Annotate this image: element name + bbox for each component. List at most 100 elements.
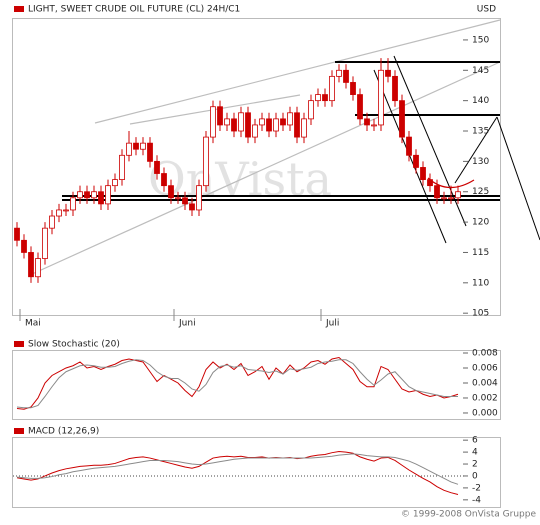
x-tick-label: Juni	[178, 319, 196, 329]
candle-body	[406, 136, 412, 156]
candle-body	[70, 197, 76, 211]
y-tick-label: 135	[472, 127, 489, 137]
x-tick-label: Mai	[25, 319, 41, 329]
candle-body	[28, 252, 34, 278]
chart-title: LIGHT, SWEET CRUDE OIL FUTURE (CL) 24H/C…	[28, 5, 240, 15]
y-tick-label: 115	[472, 248, 489, 258]
candle-body	[154, 160, 160, 174]
indicator-line	[16, 359, 458, 409]
candle-body	[133, 142, 139, 150]
candle-body	[336, 69, 342, 77]
title-icon	[14, 428, 24, 434]
candle-body	[105, 185, 111, 205]
y-tick-label: -2	[472, 483, 481, 493]
y-tick-label: 110	[472, 278, 489, 288]
indicator-line	[16, 450, 459, 495]
stochastic-panel	[12, 350, 501, 420]
marks: 105 110 115 120 125 130 135 140 145 150 Mai Juni Jul…	[13, 35, 498, 505]
candle-body	[168, 185, 174, 199]
candle-body	[161, 173, 167, 187]
trend-line	[94, 19, 501, 124]
candle-body	[434, 185, 440, 199]
candle-body	[231, 118, 237, 132]
candle-body	[252, 124, 258, 138]
candle-body	[56, 209, 62, 217]
candle-body	[399, 100, 405, 138]
candle-body	[35, 258, 41, 278]
y-tick-label: 0	[472, 471, 478, 481]
candle-body	[266, 118, 272, 132]
candle-body	[196, 185, 202, 211]
trend-line	[496, 116, 540, 241]
candle-body	[224, 118, 230, 126]
candle-body	[119, 154, 125, 180]
y-tick-label: 0.002	[472, 393, 498, 403]
candle-body	[182, 197, 188, 205]
y-tick-label: 140	[472, 96, 489, 106]
price-panel	[12, 18, 501, 316]
y-tick-label: 0.004	[472, 378, 498, 388]
y-tick-label: 105	[472, 309, 489, 319]
y-tick-label: 0.000	[472, 408, 498, 418]
trend-lines	[29, 19, 540, 276]
candle-body	[147, 142, 153, 162]
candle-body	[210, 106, 216, 138]
x-tick-label: Juli	[325, 319, 339, 329]
y-tick-label: 0.008	[472, 348, 498, 358]
candle-body	[420, 167, 426, 180]
candle-body	[392, 75, 398, 102]
candle-body	[385, 69, 391, 77]
candle-body	[203, 136, 209, 187]
y-tick-label: 150	[472, 35, 489, 45]
candle-body	[301, 118, 307, 138]
title-icon	[14, 6, 24, 12]
copyright: © 1999-2008 OnVista Gruppe	[401, 510, 536, 520]
trend-line	[393, 55, 467, 227]
candle-body	[308, 100, 314, 120]
candle-body	[189, 203, 195, 211]
candle-body	[329, 75, 335, 102]
candle-body	[245, 112, 251, 138]
candle-body	[175, 197, 181, 200]
panel-title: MACD (12,26,9)	[28, 427, 99, 437]
candle-body	[91, 191, 97, 199]
panel-title: Slow Stochastic (20)	[28, 340, 120, 350]
trend-line	[454, 116, 498, 184]
candle-body	[49, 215, 55, 229]
candle-body	[140, 142, 146, 150]
candle-body	[84, 191, 90, 199]
candle-body	[280, 118, 286, 126]
candle-body	[378, 69, 384, 126]
candle-body	[350, 82, 356, 95]
y-tick-label: 125	[472, 187, 489, 197]
candle-body	[98, 191, 104, 205]
y-tick-label: 4	[472, 448, 478, 458]
candle-body	[294, 112, 300, 138]
candle-body	[238, 112, 244, 132]
candle-body	[14, 227, 20, 241]
candle-body	[343, 69, 349, 83]
candle-body	[21, 239, 27, 253]
candle-body	[315, 94, 321, 102]
candle-body	[77, 191, 83, 199]
indicator-line	[16, 453, 459, 485]
candle-body	[455, 191, 461, 199]
y-tick-label: 0.006	[472, 363, 498, 373]
y-tick-label: -4	[472, 495, 481, 505]
y-tick-label: 6	[472, 436, 478, 446]
candle-body	[287, 112, 293, 126]
candle-body	[364, 118, 370, 126]
y-tick-label: 145	[472, 66, 489, 76]
candle-body	[371, 124, 377, 127]
y-tick-label: 130	[472, 157, 489, 167]
trend-line	[29, 61, 501, 276]
macd-panel	[12, 437, 501, 508]
y-tick-label: 120	[472, 218, 489, 228]
candle-body	[217, 106, 223, 126]
candle-body	[322, 94, 328, 102]
candle-body	[63, 209, 69, 212]
title-icon	[14, 341, 24, 347]
candle-body	[112, 179, 118, 187]
